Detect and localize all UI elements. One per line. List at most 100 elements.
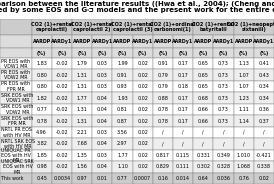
Bar: [133, 48, 153, 58]
Text: 0.17: 0.17: [178, 73, 189, 78]
Bar: [213, 138, 233, 150]
Bar: [72, 115, 92, 127]
Text: 0.02: 0.02: [137, 84, 148, 89]
Text: 0.03: 0.03: [97, 61, 108, 66]
Bar: [213, 48, 233, 58]
Bar: [32, 138, 52, 150]
Bar: [233, 127, 254, 138]
Bar: [173, 92, 193, 104]
Bar: [153, 48, 173, 58]
Bar: [0, 19, 32, 35]
Bar: [32, 81, 52, 92]
Bar: [0, 92, 32, 104]
Text: 0.03: 0.03: [97, 73, 108, 78]
Bar: [193, 161, 213, 173]
Bar: [153, 138, 173, 150]
Text: /: /: [182, 130, 184, 135]
Text: 1.31: 1.31: [77, 118, 87, 123]
Text: 0.87: 0.87: [117, 118, 128, 123]
Bar: [153, 173, 173, 184]
Text: -0.02: -0.02: [56, 141, 68, 146]
Text: SRK EOS with
VDW2 MR: SRK EOS with VDW2 MR: [1, 104, 33, 115]
Bar: [254, 104, 274, 115]
Bar: [153, 19, 193, 35]
Text: AARDP: AARDP: [113, 39, 132, 44]
Text: 1.010: 1.010: [237, 153, 251, 158]
Text: 0.17: 0.17: [178, 107, 189, 112]
Bar: [173, 58, 193, 70]
Text: 1.77: 1.77: [77, 96, 87, 101]
Bar: [254, 127, 274, 138]
Bar: [112, 70, 133, 81]
Bar: [213, 70, 233, 81]
Bar: [133, 70, 153, 81]
Bar: [173, 150, 193, 161]
Text: predicted by some EOS and Gᴞ models and the present work for the entire data set: predicted by some EOS and Gᴞ models and …: [0, 7, 274, 13]
Bar: [153, 150, 173, 161]
Text: 0.02: 0.02: [137, 130, 148, 135]
Text: 0.115: 0.115: [176, 153, 190, 158]
Bar: [92, 104, 112, 115]
Text: 0.91: 0.91: [117, 73, 128, 78]
Text: 0.16: 0.16: [158, 176, 168, 181]
Text: 3.56: 3.56: [117, 130, 128, 135]
Bar: [254, 115, 274, 127]
Bar: [52, 58, 72, 70]
Text: (%): (%): [219, 51, 228, 56]
Text: 0.817: 0.817: [156, 153, 170, 158]
Bar: [173, 104, 193, 115]
Bar: [133, 115, 153, 127]
Bar: [193, 173, 213, 184]
Bar: [233, 19, 274, 35]
Bar: [213, 150, 233, 161]
Bar: [92, 81, 112, 92]
Bar: [52, 70, 72, 81]
Bar: [72, 58, 92, 70]
Text: 1.83: 1.83: [36, 61, 47, 66]
Bar: [112, 150, 133, 161]
Text: -0.02: -0.02: [56, 107, 68, 112]
Text: /: /: [263, 141, 265, 146]
Text: 1.13: 1.13: [238, 61, 249, 66]
Text: /: /: [202, 130, 204, 135]
Bar: [32, 173, 52, 184]
Bar: [32, 58, 52, 70]
Text: 0.91: 0.91: [158, 61, 168, 66]
Bar: [254, 161, 274, 173]
Text: 0.03: 0.03: [97, 130, 108, 135]
Text: -0.02: -0.02: [56, 164, 68, 169]
Text: SRK EOS with
FPR MR: SRK EOS with FPR MR: [1, 116, 33, 126]
Bar: [52, 35, 72, 48]
Bar: [193, 115, 213, 127]
Bar: [254, 92, 274, 104]
Text: CO2 (1)+rental
batyritalil: CO2 (1)+rental batyritalil: [192, 22, 235, 32]
Text: 0.68: 0.68: [198, 96, 209, 101]
Bar: [233, 70, 254, 81]
Bar: [72, 70, 92, 81]
Text: 0.0034: 0.0034: [53, 176, 70, 181]
Bar: [233, 115, 254, 127]
Bar: [92, 115, 112, 127]
Bar: [52, 48, 72, 58]
Text: 0.78: 0.78: [36, 118, 47, 123]
Text: 0.34: 0.34: [258, 84, 269, 89]
Bar: [173, 70, 193, 81]
Bar: [213, 92, 233, 104]
Text: 0.37: 0.37: [258, 118, 269, 123]
Bar: [173, 127, 193, 138]
Bar: [92, 35, 112, 48]
Bar: [233, 104, 254, 115]
Bar: [92, 58, 112, 70]
Text: 1.11: 1.11: [238, 107, 249, 112]
Bar: [254, 48, 274, 58]
Bar: [32, 150, 52, 161]
Bar: [233, 35, 254, 48]
Bar: [133, 81, 153, 92]
Bar: [32, 92, 52, 104]
Text: (%): (%): [118, 51, 127, 56]
Bar: [0, 70, 32, 81]
Bar: [173, 48, 193, 58]
Bar: [0, 173, 32, 184]
Bar: [153, 92, 173, 104]
Text: Table 8: Comparison between the literature results ((Hwa et al., 2004); (Cheng a: Table 8: Comparison between the literatu…: [0, 1, 274, 7]
